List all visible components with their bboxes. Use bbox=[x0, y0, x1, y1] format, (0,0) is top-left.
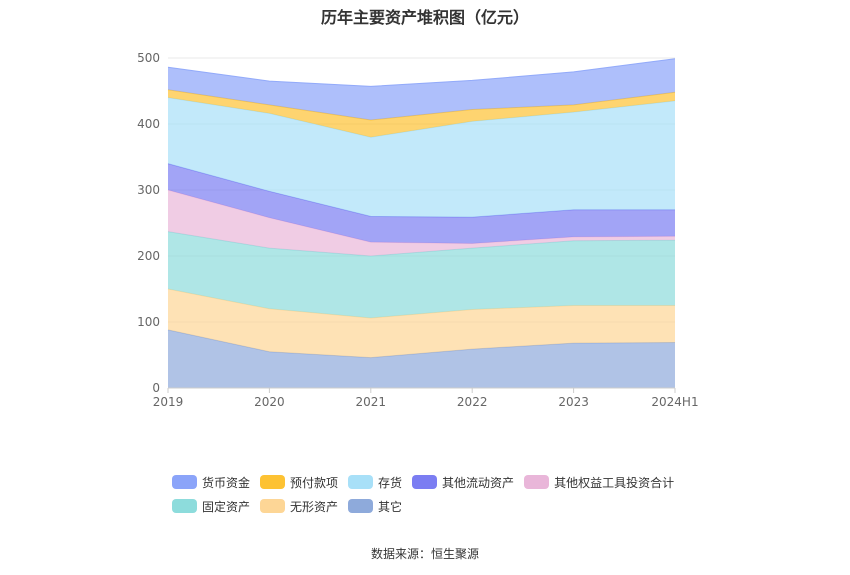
legend-swatch bbox=[172, 475, 197, 489]
legend-item[interactable]: 其他权益工具投资合计 bbox=[524, 474, 674, 491]
legend-label: 其他流动资产 bbox=[442, 475, 515, 490]
area-预付款项 bbox=[168, 89, 675, 138]
legend-row: 货币资金 预付款项 存货 其他流动资产 其他权益工具投资合计 bbox=[172, 470, 732, 494]
x-tick-label: 2023 bbox=[558, 395, 589, 409]
area-存货 bbox=[168, 97, 675, 218]
legend-label: 其他权益工具投资合计 bbox=[554, 475, 675, 490]
legend-item[interactable]: 固定资产 bbox=[172, 498, 250, 515]
legend-item[interactable]: 预付款项 bbox=[260, 474, 338, 491]
legend-swatch bbox=[260, 475, 286, 489]
area-edge-货币资金 bbox=[167, 58, 676, 87]
legend-swatch bbox=[172, 499, 197, 513]
legend-label: 其它 bbox=[378, 499, 403, 514]
legend-label: 预付款项 bbox=[290, 475, 339, 490]
area-其它 bbox=[168, 329, 675, 388]
legend-label: 存货 bbox=[378, 475, 403, 490]
legend-label: 货币资金 bbox=[202, 475, 251, 490]
legend-label: 固定资产 bbox=[202, 499, 251, 514]
area-series bbox=[167, 58, 676, 388]
y-tick-label: 100 bbox=[137, 315, 160, 329]
axes: 0 100 200 300 400 500 2019 2020 2021 2022 2023 2024… bbox=[137, 51, 699, 409]
area-无形资产 bbox=[168, 289, 675, 358]
legend-item[interactable]: 存货 bbox=[348, 474, 402, 491]
legend-swatch bbox=[260, 499, 286, 513]
legend-item[interactable]: 货币资金 bbox=[172, 474, 250, 491]
x-tick-label: 2020 bbox=[254, 395, 285, 409]
y-tick-label: 200 bbox=[137, 249, 160, 263]
legend: 货币资金 预付款项 存货 其他流动资产 其他权益工具投资合计固定资产 无形资产 其它 bbox=[172, 470, 732, 518]
area-其他权益工具投资合计 bbox=[168, 190, 675, 256]
legend-row: 固定资产 无形资产 其它 bbox=[172, 494, 732, 518]
legend-swatch bbox=[412, 475, 438, 489]
y-tick-label: 0 bbox=[152, 381, 160, 395]
legend-label: 无形资产 bbox=[290, 499, 339, 514]
x-tick-label: 2019 bbox=[153, 395, 184, 409]
area-其他流动资产 bbox=[168, 163, 675, 244]
legend-item[interactable]: 无形资产 bbox=[260, 498, 338, 515]
chart-title: 历年主要资产堆积图（亿元） bbox=[320, 8, 529, 27]
x-tick-label: 2024H1 bbox=[651, 395, 698, 409]
y-tick-label: 400 bbox=[137, 117, 160, 131]
y-tick-label: 300 bbox=[137, 183, 160, 197]
legend-swatch bbox=[524, 475, 550, 489]
legend-swatch bbox=[348, 499, 374, 513]
legend-swatch bbox=[348, 475, 374, 489]
legend-item[interactable]: 其他流动资产 bbox=[412, 474, 514, 491]
legend-item[interactable]: 其它 bbox=[348, 498, 402, 515]
x-tick-label: 2022 bbox=[457, 395, 488, 409]
data-source: 数据来源：恒生聚源 bbox=[370, 547, 479, 561]
x-tick-label: 2021 bbox=[356, 395, 387, 409]
y-tick-label: 500 bbox=[137, 51, 160, 65]
area-固定资产 bbox=[168, 231, 675, 318]
